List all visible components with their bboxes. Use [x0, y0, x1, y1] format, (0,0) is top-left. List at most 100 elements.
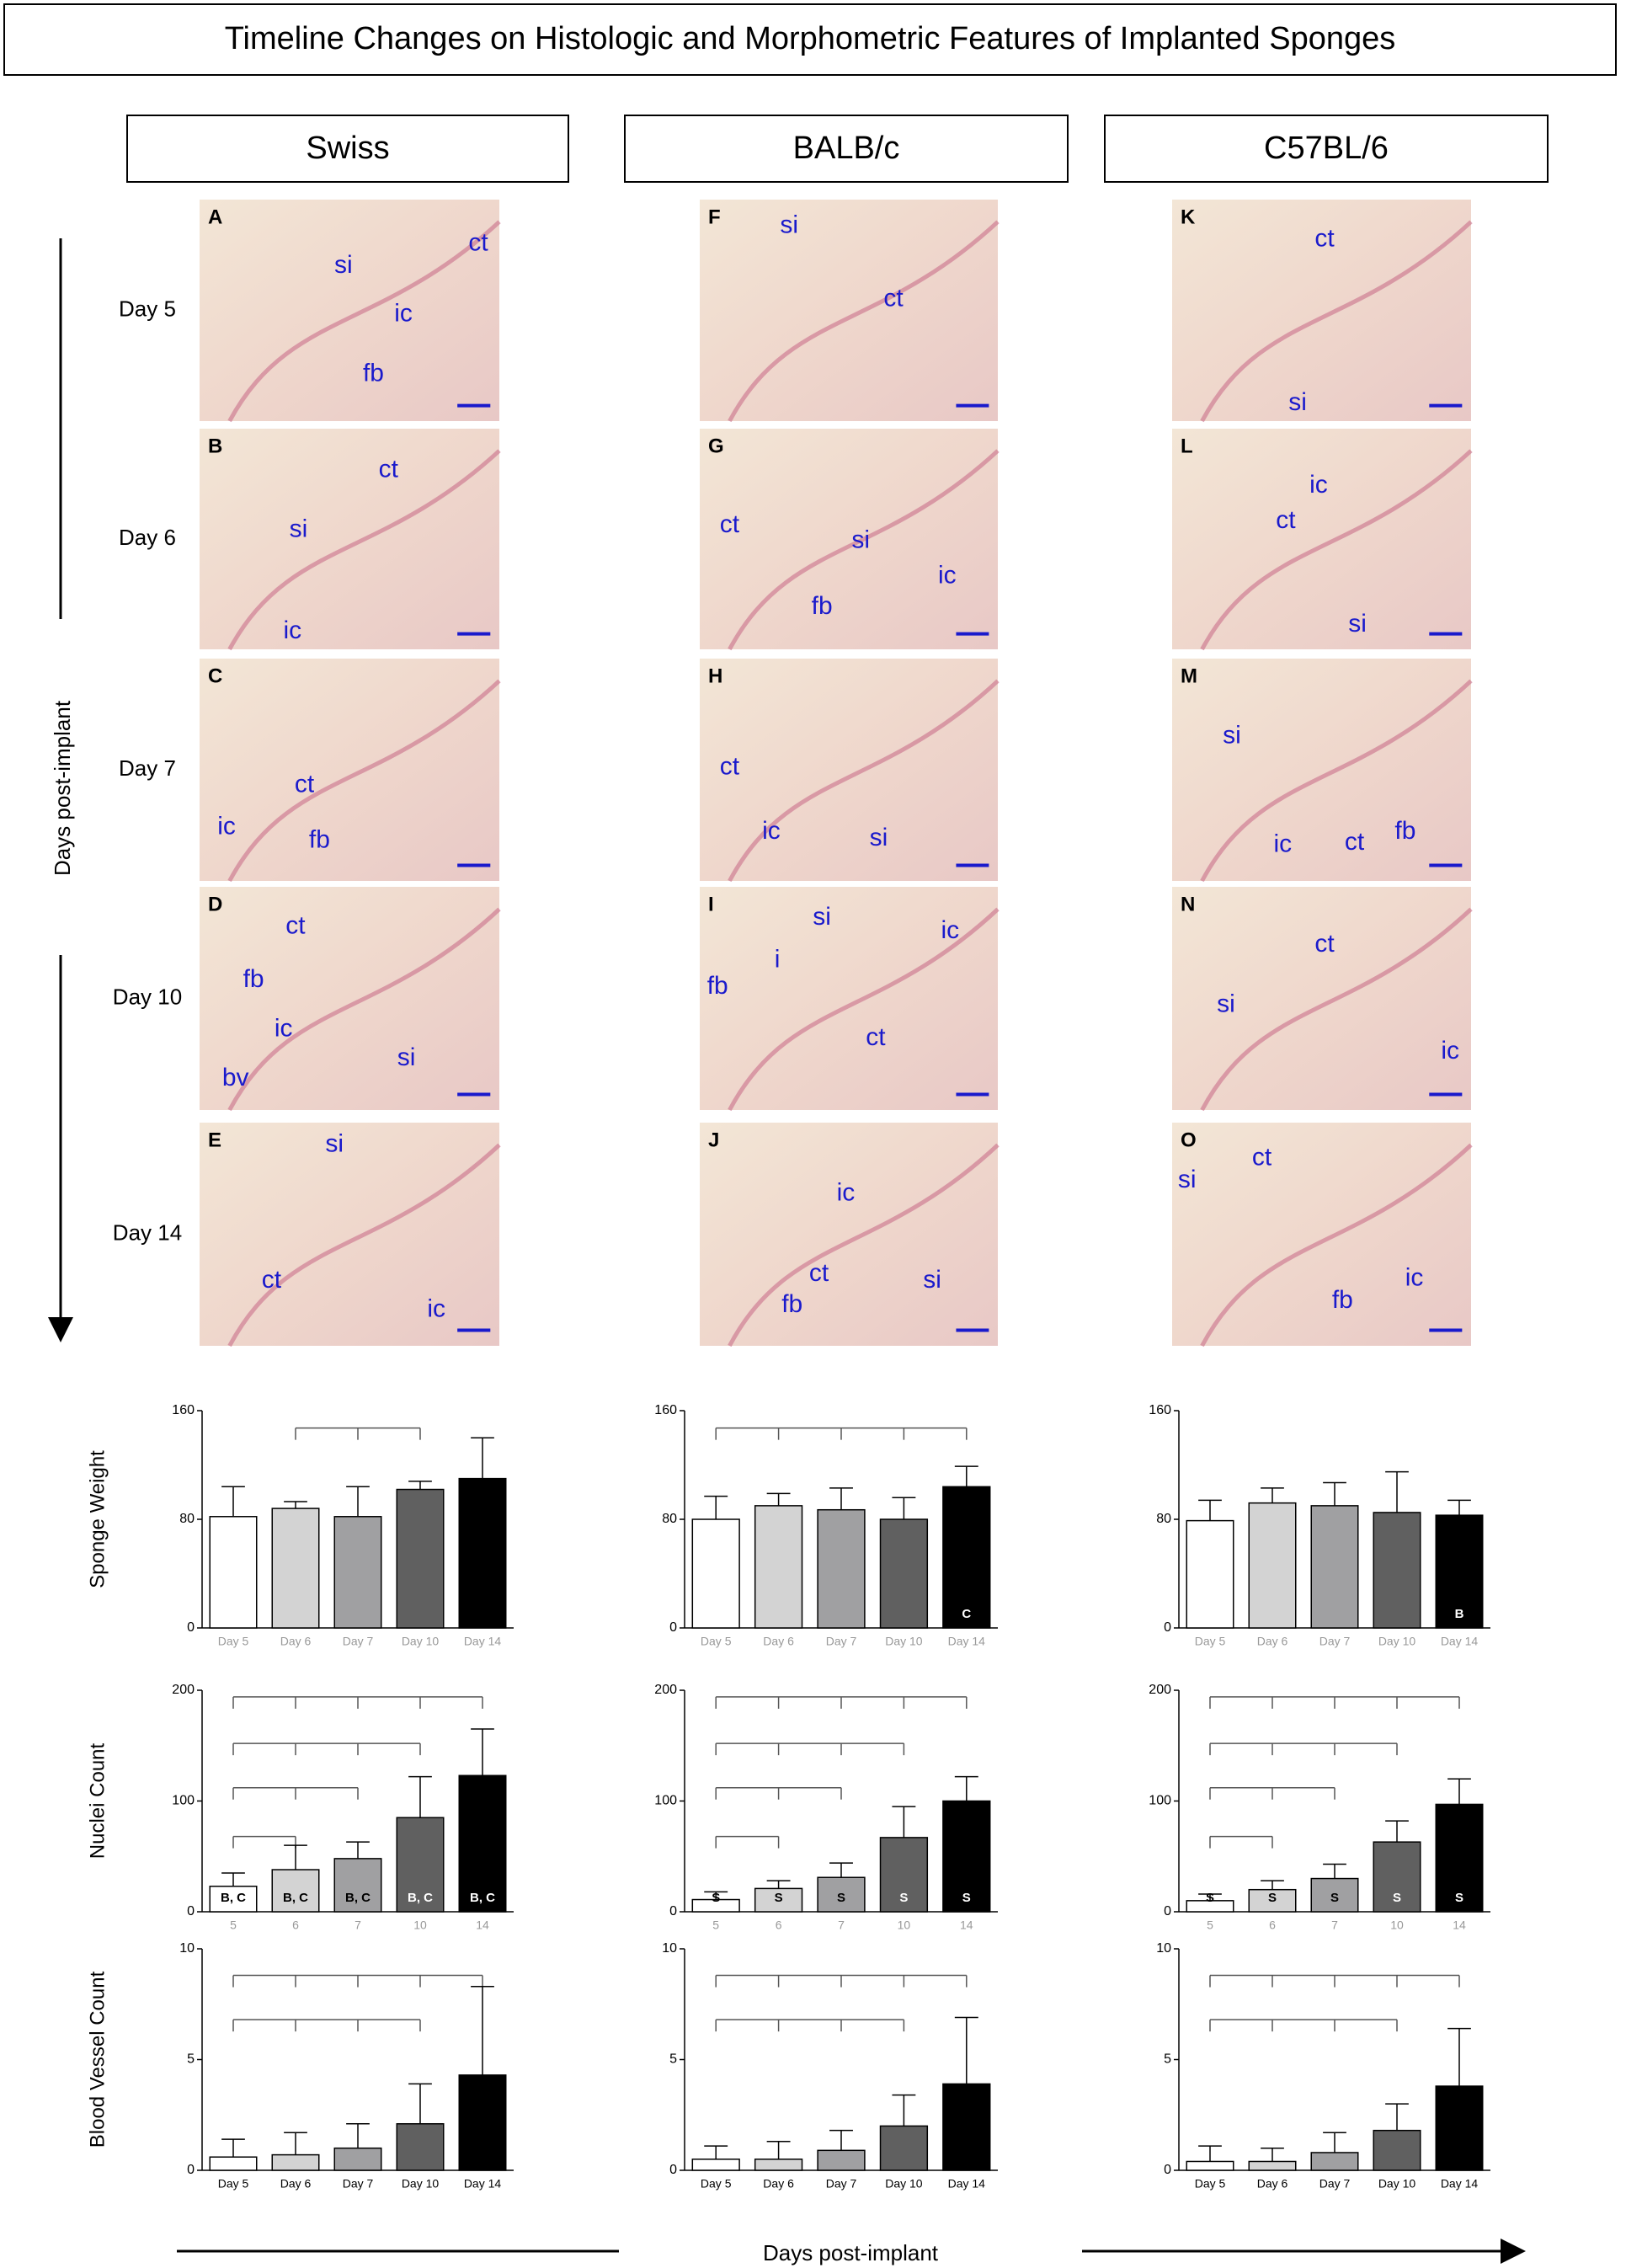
figure-title: Timeline Changes on Histologic and Morph…: [225, 21, 1396, 56]
bar: [942, 2083, 991, 2171]
bar: [271, 1508, 320, 1629]
bar: [942, 1486, 991, 1629]
bar: [209, 1516, 258, 1629]
bar: [271, 2153, 320, 2171]
x-tick-label: Day 6: [763, 1635, 794, 1648]
column-header-box: [1104, 115, 1549, 183]
x-tick-label: 6: [776, 1918, 782, 1932]
panel-letter: C: [208, 664, 222, 687]
tissue-label: si: [813, 903, 831, 931]
tissue-label: ct: [720, 510, 740, 538]
tissue-label: i: [775, 945, 781, 973]
bar: [691, 1898, 740, 1913]
tissue-label: ct: [1314, 224, 1335, 252]
x-tick-label: Day 7: [1319, 2177, 1351, 2191]
bar-annotation: B, C: [408, 1891, 433, 1905]
tissue-label: ct: [1252, 1143, 1272, 1171]
tissue-label: ic: [1441, 1037, 1459, 1065]
y-tick-label: 0: [1164, 1620, 1171, 1635]
x-tick-label: Day 7: [343, 2177, 374, 2191]
y-tick-label: 100: [1149, 1794, 1171, 1808]
x-tick-label: Day 5: [218, 1635, 249, 1648]
bar-annotation: S: [837, 1891, 845, 1905]
tissue-strand: [1200, 449, 1473, 651]
micrograph: [200, 1123, 499, 1346]
tissue-label: si: [1348, 610, 1367, 638]
tissue-label: si: [1223, 721, 1241, 749]
bar: [458, 1477, 507, 1629]
tissue-label: si: [290, 515, 308, 542]
tissue-label: ic: [938, 561, 957, 589]
x-tick-label: 6: [1269, 1918, 1276, 1932]
micrograph: [200, 429, 499, 649]
bar: [879, 1518, 929, 1629]
tissue-label: bv: [222, 1064, 249, 1091]
bar-annotation: B, C: [221, 1891, 246, 1905]
micrograph: [700, 1123, 998, 1346]
panel-letter: M: [1181, 664, 1197, 687]
x-tick-label: 7: [355, 1918, 361, 1932]
micrograph: [200, 200, 499, 421]
bar: [1248, 1888, 1297, 1913]
bar-annotation: S: [1268, 1891, 1277, 1905]
bar-annotation: S: [899, 1891, 908, 1905]
bar: [754, 1887, 803, 1913]
tissue-label: ct: [866, 1023, 886, 1051]
micrograph: [200, 887, 499, 1110]
y-tick-label: 0: [1164, 2163, 1171, 2177]
bar: [1248, 1502, 1297, 1629]
y-tick-label: 5: [669, 2052, 677, 2067]
x-tick-label: Day 5: [1195, 1635, 1226, 1648]
tissue-label: ic: [941, 916, 960, 944]
bar: [942, 1800, 991, 1913]
panel-letter: H: [708, 664, 722, 687]
bar: [754, 1505, 803, 1629]
x-tick-label: 5: [712, 1918, 719, 1932]
micrograph: [1172, 1123, 1471, 1346]
tissue-label: ic: [427, 1295, 445, 1323]
x-tick-label: Day 6: [1257, 2177, 1288, 2191]
vertical-axis-label: Days post-implant: [50, 700, 75, 876]
y-tick-label: 200: [1149, 1683, 1171, 1697]
bar-annotation: S: [712, 1891, 720, 1905]
tissue-label: si: [325, 1129, 344, 1157]
tissue-strand: [728, 1143, 1000, 1347]
x-tick-label: Day 6: [280, 1635, 312, 1648]
day-label: Day 7: [119, 755, 176, 781]
x-tick-label: 7: [1331, 1918, 1338, 1932]
tissue-label: si: [870, 824, 888, 851]
tissue-label: ct: [1345, 828, 1365, 856]
tissue-label: fb: [781, 1290, 802, 1318]
column-header: C57BL/6: [1264, 131, 1389, 166]
x-tick-label: Day 5: [1195, 2177, 1226, 2191]
bar: [1373, 1512, 1421, 1629]
tissue-label: fb: [707, 972, 728, 1000]
panel-letter: B: [208, 435, 222, 457]
y-tick-label: 160: [172, 1403, 195, 1417]
panel-letter: I: [708, 893, 714, 915]
bar: [1435, 2085, 1484, 2171]
micrograph: [1172, 429, 1471, 649]
tissue-label: si: [397, 1043, 416, 1071]
y-tick-label: 5: [1164, 2052, 1171, 2067]
tissue-label: ic: [217, 813, 236, 840]
x-tick-label: Day 14: [948, 2177, 986, 2191]
x-tick-label: Day 7: [343, 1635, 374, 1648]
x-tick-label: 10: [898, 1918, 911, 1932]
micrograph: [1172, 200, 1471, 421]
x-tick-label: Day 7: [826, 2177, 857, 2191]
tissue-label: ct: [379, 456, 399, 483]
panel-letter: G: [708, 435, 724, 457]
tissue-label: fb: [363, 360, 384, 387]
panel-letter: K: [1181, 205, 1196, 228]
tissue-label: ic: [837, 1179, 856, 1207]
x-tick-label: Day 5: [701, 2177, 732, 2191]
tissue-label: ct: [809, 1259, 829, 1287]
tissue-label: ic: [762, 817, 781, 845]
y-tick-label: 200: [172, 1683, 195, 1697]
tissue-label: ic: [1274, 830, 1293, 858]
x-tick-label: Day 10: [885, 1635, 923, 1648]
y-tick-label: 80: [662, 1512, 677, 1526]
bar: [1310, 1877, 1359, 1913]
x-tick-label: 10: [1390, 1918, 1404, 1932]
